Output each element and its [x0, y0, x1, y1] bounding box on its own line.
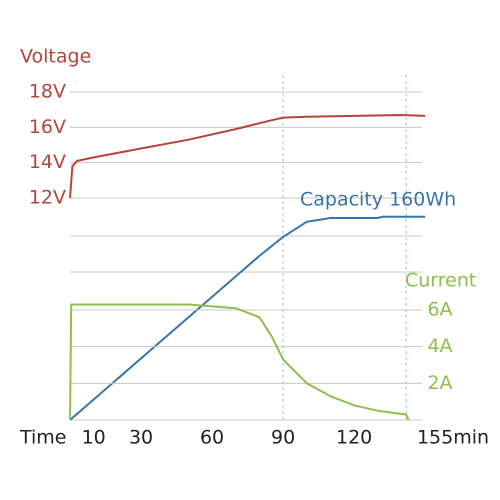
y-tick-label: 6A	[427, 299, 452, 321]
y-tick-label: 16V	[29, 116, 66, 138]
x-tick-label: 155min	[417, 427, 489, 449]
series-label: Capacity 160Wh	[300, 189, 456, 211]
series-line	[69, 215, 426, 421]
y-tick-label: 18V	[29, 81, 66, 103]
x-tick-label: 30	[129, 427, 153, 449]
y-tick-label: 14V	[29, 151, 66, 173]
x-axis-label: Time	[19, 427, 67, 449]
series-label: Current	[405, 270, 476, 292]
y-tick-label: 2A	[427, 372, 452, 394]
series-line	[69, 113, 426, 199]
x-tick-label: 60	[200, 427, 224, 449]
layout-grid	[70, 235, 422, 421]
series-label: Voltage	[20, 46, 91, 68]
y-tick-label: 4A	[427, 335, 452, 357]
x-tick-label: 120	[336, 427, 372, 449]
x-tick-label: 90	[271, 427, 295, 449]
series-line	[69, 303, 410, 421]
x-tick-label: 10	[82, 427, 106, 449]
y-tick-label: 12V	[29, 187, 66, 209]
